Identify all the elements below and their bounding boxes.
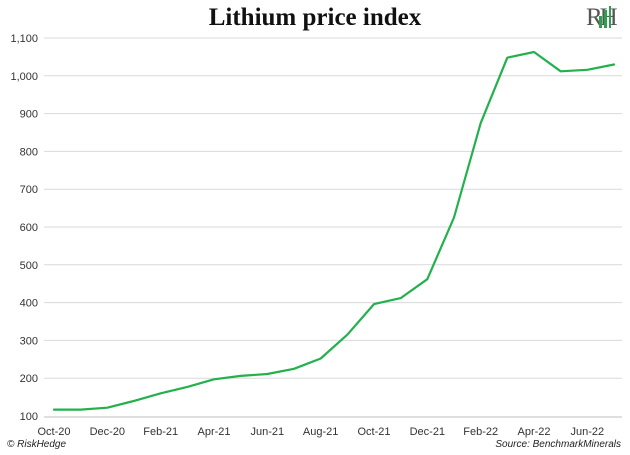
source-text: Source: BenchmarkMinerals bbox=[495, 439, 621, 450]
x-tick-label: Dec-20 bbox=[90, 426, 125, 438]
x-tick-label: Aug-21 bbox=[303, 426, 338, 438]
x-tick-labels: Oct-20 Dec-20 Feb-21 Apr-21 Jun-21 Aug-21 Oct-… bbox=[37, 426, 604, 438]
series bbox=[52, 50, 616, 411]
gridlines bbox=[44, 37, 622, 379]
x-tick-label: Feb-22 bbox=[463, 426, 498, 438]
y-tick-label: 500 bbox=[20, 260, 38, 272]
y-tick-label: 900 bbox=[20, 109, 38, 121]
chart-title: Lithium price index bbox=[208, 4, 422, 31]
x-tick-label: Oct-20 bbox=[37, 426, 70, 438]
series-line-lithium-price-index bbox=[52, 50, 616, 411]
y-tick-label: 400 bbox=[20, 298, 38, 310]
copyright-text: © RiskHedge bbox=[7, 439, 67, 450]
y-tick-label: 1,100 bbox=[10, 33, 38, 45]
x-tick-label: Jun-21 bbox=[251, 426, 285, 438]
x-tick-label: Apr-22 bbox=[517, 426, 550, 438]
x-tick-label: Oct-21 bbox=[357, 426, 390, 438]
y-tick-labels: 100 200 300 400 500 600 700 800 900 1,000 1,100 bbox=[10, 33, 38, 423]
x-tick-label: Apr-21 bbox=[197, 426, 230, 438]
y-tick-label: 1,000 bbox=[10, 71, 38, 83]
y-tick-label: 800 bbox=[20, 146, 38, 158]
riskhedge-logo: RH bbox=[586, 4, 618, 32]
y-tick-label: 200 bbox=[20, 373, 38, 385]
x-tick-label: Dec-21 bbox=[410, 426, 445, 438]
y-tick-label: 300 bbox=[20, 335, 38, 347]
y-tick-label: 600 bbox=[20, 222, 38, 234]
x-tick-label: Feb-21 bbox=[143, 426, 178, 438]
y-tick-label: 100 bbox=[20, 411, 38, 423]
candlestick-bars-icon bbox=[599, 6, 611, 28]
x-tick-label: Jun-22 bbox=[571, 426, 605, 438]
y-tick-label: 700 bbox=[20, 184, 38, 196]
